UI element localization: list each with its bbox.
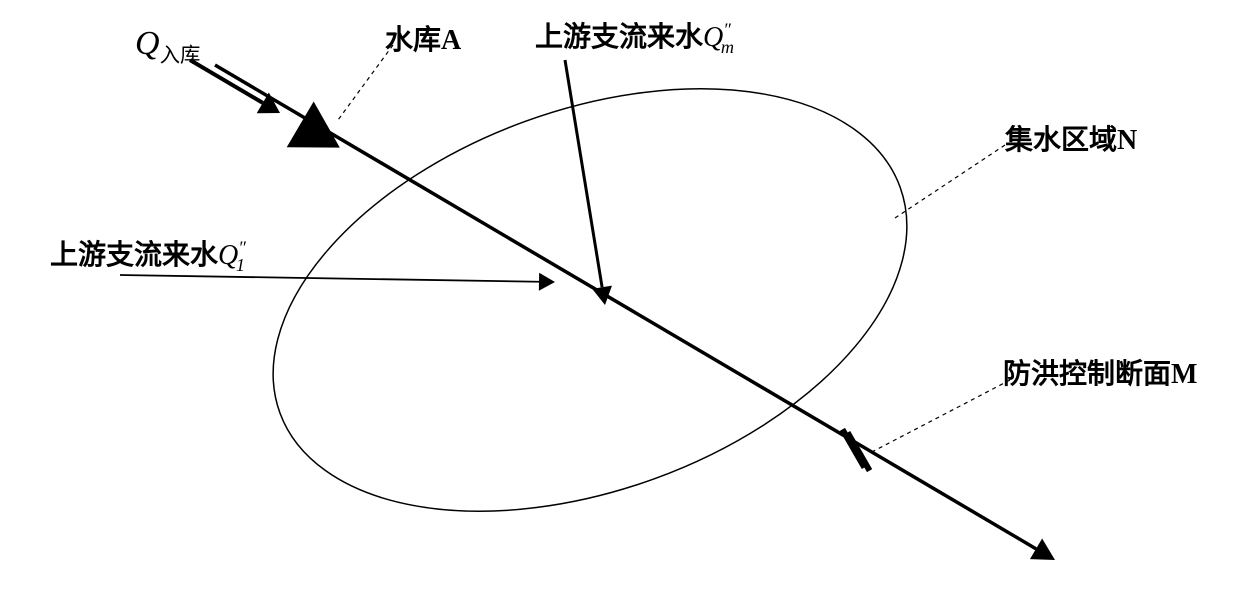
q-inflow-sub: 入库 xyxy=(160,45,201,67)
trib-top-prefix: 上游支流来水 xyxy=(535,22,703,53)
label-tributary-top: 上游支流来水Q″m xyxy=(535,15,734,58)
trib-left-sub: 1 xyxy=(236,255,245,275)
trib-left-prefix: 上游支流来水 xyxy=(50,240,218,271)
diagram-canvas xyxy=(0,0,1240,594)
label-reservoir: 水库A xyxy=(385,18,461,58)
q-inflow-var: Q xyxy=(135,25,160,62)
trib-top-sub: m xyxy=(721,37,734,57)
label-control-section: 防洪控制断面M xyxy=(1003,352,1197,392)
label-catchment: 集水区域N xyxy=(1005,118,1137,158)
label-q-inflow: Q入库 xyxy=(135,25,200,68)
label-tributary-left: 上游支流来水Q″1 xyxy=(50,233,245,276)
